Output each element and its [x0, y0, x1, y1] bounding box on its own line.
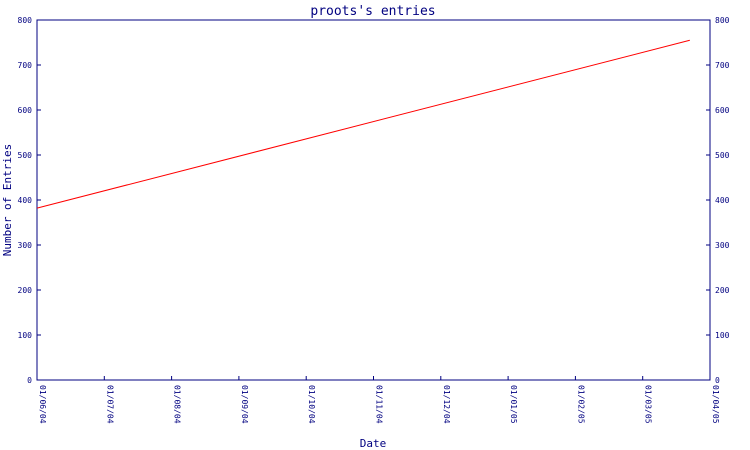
y-tick-label-left: 200	[18, 286, 33, 295]
plot-frame	[36, 19, 711, 381]
y-tick-label-left: 800	[18, 16, 33, 25]
y-tick-label-right: 800	[715, 16, 730, 25]
y-tick-label-left: 500	[18, 151, 33, 160]
y-tick-label-left: 100	[18, 331, 33, 340]
y-tick-label-right: 500	[715, 151, 730, 160]
x-tick-label: 01/10/04	[307, 385, 316, 424]
x-tick-label: 01/02/05	[576, 385, 585, 424]
x-tick-label: 01/06/04	[38, 385, 47, 424]
series-group	[36, 39, 690, 209]
y-tick-label-left: 700	[18, 61, 33, 70]
y-tick-label-right: 400	[715, 196, 730, 205]
x-tick-label: 01/09/04	[240, 385, 249, 424]
y-axis-right: 0 100 200 300 400 500 600 700 800	[706, 16, 730, 385]
y-tick-label-left: 400	[18, 196, 33, 205]
x-tick-label: 01/04/05	[711, 385, 720, 424]
y-tick-label-left: 300	[18, 241, 33, 250]
y-tick-label-right: 0	[715, 376, 720, 385]
x-tick-label: 01/12/04	[442, 385, 451, 424]
y-tick-label-left: 600	[18, 106, 33, 115]
y-tick-label-right: 300	[715, 241, 730, 250]
y-tick-label-right: 600	[715, 106, 730, 115]
x-tick-label: 01/11/04	[375, 385, 384, 424]
chart-title: proots's entries	[310, 4, 435, 19]
x-axis: 01/06/04 01/07/04 01/08/04 01/09/04 01/10/04…	[36, 376, 720, 424]
x-tick-label: 01/01/05	[509, 385, 518, 424]
y-tick-label-right: 200	[715, 286, 730, 295]
y-tick-label-right: 700	[715, 61, 730, 70]
x-tick-label: 01/08/04	[173, 385, 182, 424]
x-tick-label: 01/03/05	[644, 385, 653, 424]
x-axis-label: Date	[360, 437, 387, 450]
y-axis-left: 0 100 200 300 400 500 600 700 800	[18, 16, 41, 385]
plot-area	[36, 19, 711, 381]
y-tick-label-left: 0	[27, 376, 32, 385]
series-line	[36, 39, 690, 209]
x-tick-label: 01/07/04	[105, 385, 114, 424]
y-tick-label-right: 100	[715, 331, 730, 340]
y-axis-label: Number of Entries	[1, 144, 14, 257]
